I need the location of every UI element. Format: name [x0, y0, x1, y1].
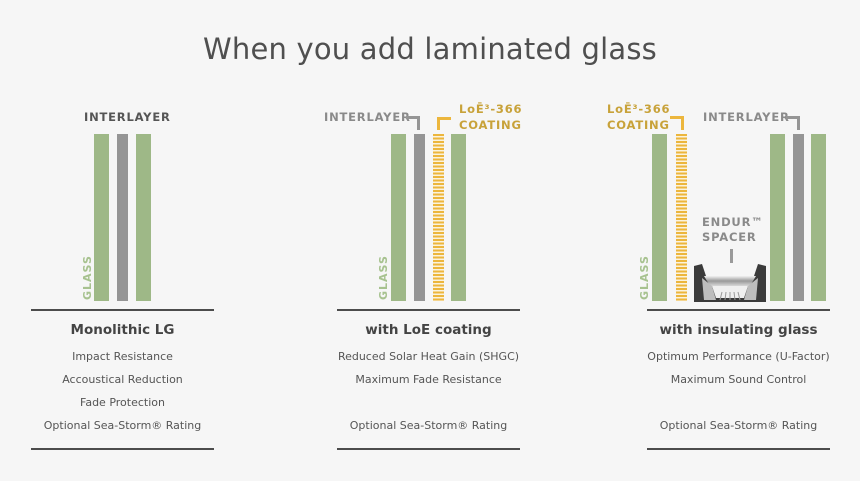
- loe-coating-layer: [676, 134, 687, 301]
- coating-label-line1: LoĒ³-366: [459, 102, 523, 116]
- interlayer-bracket: [417, 116, 420, 130]
- coating-bracket: [437, 117, 451, 120]
- glass-pane: [451, 134, 466, 301]
- glass-pane: [136, 134, 151, 301]
- coating-bracket: [437, 117, 440, 130]
- feature-item: Fade Protection: [80, 396, 165, 409]
- divider-bottom: [647, 448, 830, 450]
- feature-item: Reduced Solar Heat Gain (SHGC): [337, 350, 520, 363]
- interlayer-bracket: [786, 116, 800, 119]
- interlayer-pane: [793, 134, 804, 301]
- glass-label: GLASS: [377, 255, 390, 300]
- interlayer-pane: [414, 134, 425, 301]
- divider-top: [647, 309, 830, 311]
- interlayer-bracket: [797, 116, 800, 130]
- divider-bottom: [31, 448, 214, 450]
- panel-heading: with LoE coating: [365, 322, 492, 338]
- glass-label: GLASS: [81, 255, 94, 300]
- glass-pane: [391, 134, 406, 301]
- glass-pane: [94, 134, 109, 301]
- divider-top: [337, 309, 520, 311]
- divider-top: [31, 309, 214, 311]
- endur-spacer-icon: [694, 264, 766, 302]
- spacer-label-line1: ENDUR™: [702, 215, 764, 229]
- coating-label-line2: COATING: [607, 118, 670, 132]
- interlayer-bracket: [406, 116, 420, 119]
- coating-label-line2: COATING: [459, 118, 522, 132]
- feature-item: Optional Sea-Storm® Rating: [349, 419, 508, 432]
- loe-coating-layer: [433, 134, 444, 301]
- interlayer-pane: [117, 134, 128, 301]
- interlayer-label: INTERLAYER: [84, 110, 171, 124]
- feature-item: Maximum Fade Resistance: [355, 373, 502, 386]
- feature-item: Optional Sea-Storm® Rating: [659, 419, 818, 432]
- divider-bottom: [337, 448, 520, 450]
- feature-item: Optimum Performance (U-Factor): [647, 350, 830, 363]
- spacer-pointer: [730, 249, 733, 263]
- glass-pane: [770, 134, 785, 301]
- feature-item: Optional Sea-Storm® Rating: [43, 419, 202, 432]
- glass-label: GLASS: [638, 255, 651, 300]
- coating-bracket: [681, 116, 684, 130]
- feature-item: Impact Resistance: [72, 350, 173, 363]
- feature-item: Maximum Sound Control: [670, 373, 807, 386]
- panel-heading: with insulating glass: [659, 322, 818, 338]
- panel-heading: Monolithic LG: [70, 322, 175, 338]
- glass-pane: [811, 134, 826, 301]
- interlayer-label: INTERLAYER: [703, 110, 790, 124]
- coating-label-line1: LoĒ³-366: [607, 102, 671, 116]
- feature-item: Accoustical Reduction: [62, 373, 183, 386]
- interlayer-label: INTERLAYER: [324, 110, 411, 124]
- spacer-label-line2: SPACER: [702, 230, 757, 244]
- coating-bracket: [670, 116, 684, 119]
- glass-pane: [652, 134, 667, 301]
- page-title: When you add laminated glass: [203, 32, 657, 66]
